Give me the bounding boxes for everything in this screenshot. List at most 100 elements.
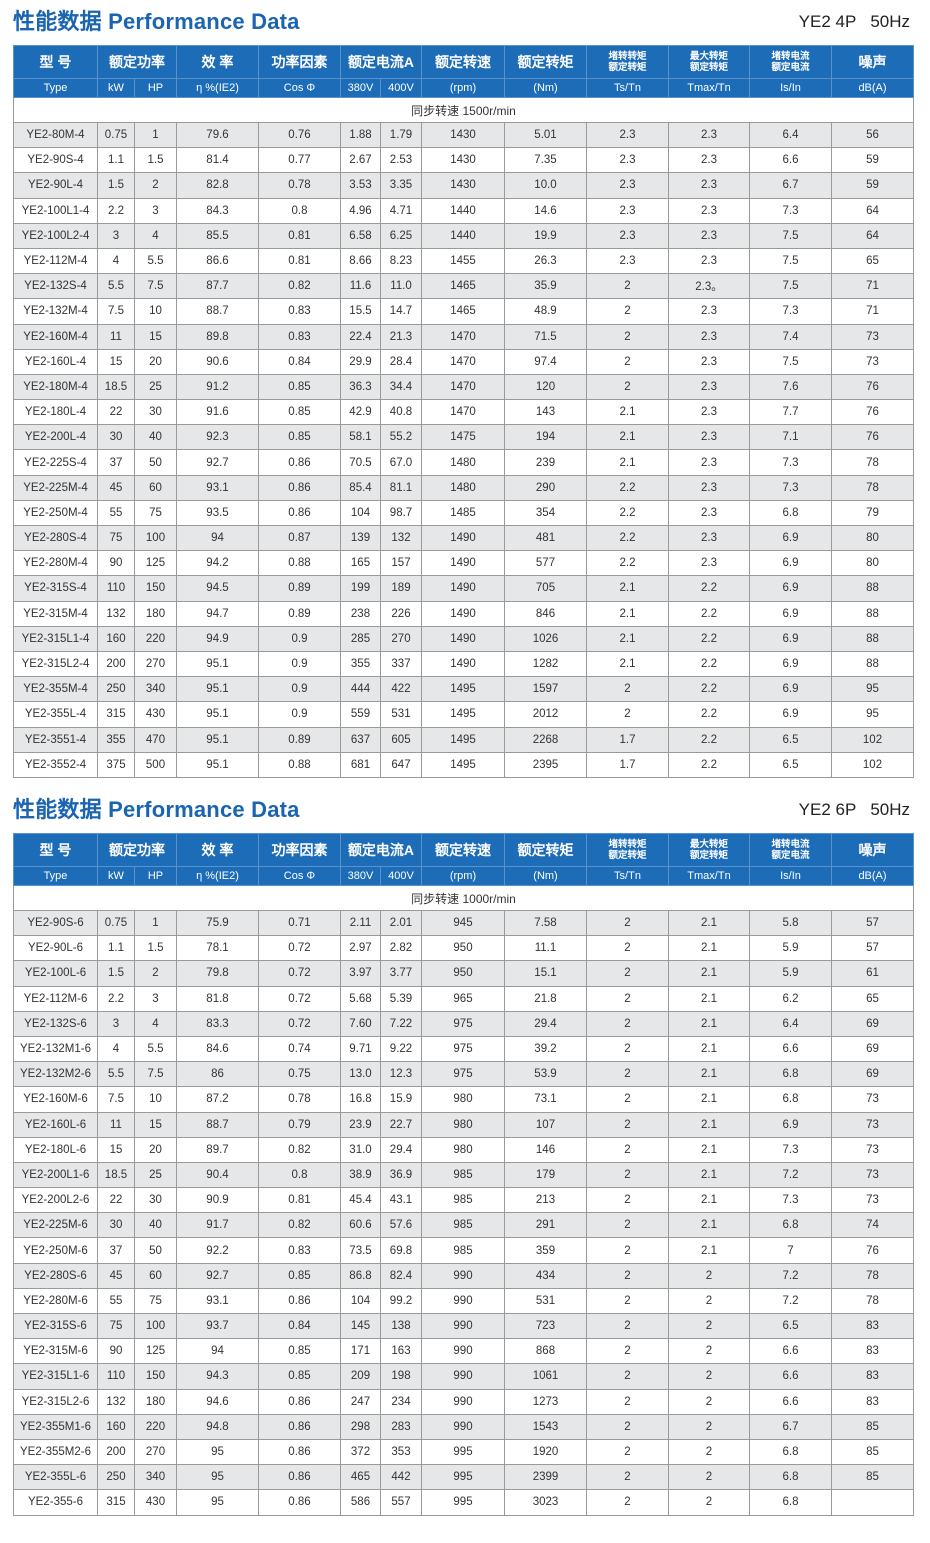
table-cell: 975 <box>421 1035 505 1063</box>
table-row: YE2-132M-4 7.5 10 88.7 0.83 15.5 14.7 1465 48.9 2… <box>13 298 914 325</box>
table-cell: YE2-90S-4 <box>13 147 98 174</box>
table-row: YE2-100L2-4 3 4 85.5 0.81 6.58 6.25 1440 19.9 2.3… <box>13 222 914 249</box>
table-row: YE2-315M-6 90 125 94 0.85 171 163 990 868 2 2 6.6 83 <box>13 1338 914 1365</box>
table-cell: 9.71 <box>340 1035 381 1063</box>
table-cell: 2 <box>134 960 177 987</box>
table-cell: 1026 <box>504 625 587 652</box>
table-cell: 94.2 <box>176 550 259 577</box>
table-cell: 0.85 <box>258 373 341 401</box>
table-cell: 7.3 <box>749 474 832 501</box>
table-cell: 2 <box>586 1035 669 1063</box>
table-cell: 6.2 <box>749 985 832 1012</box>
table-cell: 76 <box>831 424 914 451</box>
table-cell: 234 <box>380 1388 422 1415</box>
table-cell: 86.8 <box>340 1262 381 1289</box>
table-cell: 2012 <box>504 701 587 728</box>
table-cell: 2.3 <box>668 399 750 426</box>
unit-tmax: Tmax/Tn <box>668 866 750 886</box>
table-cell: 2 <box>668 1363 750 1390</box>
unit-pf: Cos Φ <box>258 866 341 886</box>
table-cell: 80 <box>831 524 914 552</box>
table-cell: 2.2 <box>668 751 750 778</box>
table-cell: 2.3 <box>668 222 750 249</box>
unit-hp: HP <box>134 78 177 98</box>
unit-type: Type <box>13 866 98 886</box>
table-cell: 7 <box>749 1237 832 1264</box>
table-cell: 83 <box>831 1388 914 1415</box>
table-cell: YE2-160L-4 <box>13 348 98 375</box>
table-cell: 84.6 <box>176 1035 259 1063</box>
table-cell: 132 <box>97 600 135 627</box>
table-cell: 990 <box>421 1413 505 1440</box>
table-row: YE2-280S-6 45 60 92.7 0.85 86.8 82.4 990 434 2 2 7.… <box>13 1262 914 1289</box>
table-cell: 78 <box>831 1287 914 1315</box>
table-cell: 2 <box>586 1287 669 1315</box>
table-cell: 2 <box>586 1413 669 1440</box>
table-cell: 5.5 <box>134 1035 177 1063</box>
table-cell: 7.5 <box>749 222 832 249</box>
table-cell: 0.77 <box>258 147 341 174</box>
table-cell: 0.85 <box>258 424 341 451</box>
table-cell: 980 <box>421 1111 505 1138</box>
table-cell: YE2-315M-4 <box>13 600 98 627</box>
table-cell: 110 <box>97 1363 135 1390</box>
table-cell: 6.9 <box>749 701 832 728</box>
table-cell: 25 <box>134 373 177 401</box>
table-cell: 6.9 <box>749 575 832 602</box>
table-cell: 2.1 <box>668 1161 750 1189</box>
table-cell: 6.6 <box>749 1035 832 1063</box>
table-row: YE2-355M-4 250 340 95.1 0.9 444 422 1495 1597 2 2.… <box>13 676 914 703</box>
table-cell: 5.8 <box>749 909 832 937</box>
table-cell: 76 <box>831 1237 914 1264</box>
table-cell: 2 <box>586 935 669 962</box>
table-cell: 213 <box>504 1187 587 1214</box>
table-cell: YE2-112M-6 <box>13 985 98 1012</box>
table-cell: 36.9 <box>380 1161 422 1189</box>
table-cell: YE2-355M1-6 <box>13 1413 98 1440</box>
table-cell: 87.7 <box>176 273 259 300</box>
table-cell: 1.5 <box>134 935 177 962</box>
table-cell: 2.2 <box>668 575 750 602</box>
unit-db: dB(A) <box>831 78 914 98</box>
table-cell: 990 <box>421 1262 505 1289</box>
table-row: YE2-132S-4 5.5 7.5 87.7 0.82 11.6 11.0 1465 35.9… <box>13 273 914 300</box>
table-cell: 238 <box>340 600 381 627</box>
table-cell: 337 <box>380 650 422 678</box>
table-cell: 250 <box>97 676 135 703</box>
col-locked-current-ratio: 堵转电流 额定电流 <box>749 833 832 867</box>
table-cell: 985 <box>421 1212 505 1239</box>
table-cell: 2 <box>586 298 669 325</box>
table-cell: 2.1 <box>668 1212 750 1239</box>
table-row: YE2-200L-4 30 40 92.3 0.85 58.1 55.2 1475 194 2.1… <box>13 424 914 451</box>
table-cell: 1495 <box>421 701 505 728</box>
table-cell: 2 <box>668 1489 750 1516</box>
table-cell: 60 <box>134 1262 177 1289</box>
table-cell: 6.6 <box>749 1388 832 1415</box>
performance-table-2: 型 号 额定功率 效 率 功率因素 额定电流A 额定转速 额定转矩 堵转转矩 额定… <box>13 833 914 1516</box>
table-row: YE2-3551-4 355 470 95.1 0.89 637 605 1495 2268 1.… <box>13 726 914 753</box>
table-cell: 78 <box>831 474 914 501</box>
table-cell: 69 <box>831 1010 914 1037</box>
table-cell: 59 <box>831 172 914 199</box>
sync-speed: 同步转速 1500r/min <box>13 97 914 123</box>
table-cell: 6.5 <box>749 1312 832 1340</box>
unit-kw: kW <box>97 866 135 886</box>
table-cell: 75 <box>134 499 177 527</box>
col-type: 型 号 <box>13 45 98 79</box>
table-cell: 7.1 <box>749 424 832 451</box>
table-cell: 7.6 <box>749 373 832 401</box>
table-cell: 0.86 <box>258 1413 341 1440</box>
table-cell: 247 <box>340 1388 381 1415</box>
table-cell: 2 <box>668 1287 750 1315</box>
table-cell: 2268 <box>504 726 587 753</box>
table-cell: 0.79 <box>258 1111 341 1138</box>
table-cell: 2.2 <box>668 600 750 627</box>
table-row: YE2-250M-4 55 75 93.5 0.86 104 98.7 1485 354 2.2 2… <box>13 499 914 527</box>
table-cell: 0.9 <box>258 701 341 728</box>
table-cell: 150 <box>134 575 177 602</box>
table-cell: 980 <box>421 1086 505 1113</box>
table-cell: 2 <box>586 1489 669 1516</box>
table-cell: 2.3。 <box>668 273 750 300</box>
table-cell: 559 <box>340 701 381 728</box>
table-cell: 7.7 <box>749 399 832 426</box>
